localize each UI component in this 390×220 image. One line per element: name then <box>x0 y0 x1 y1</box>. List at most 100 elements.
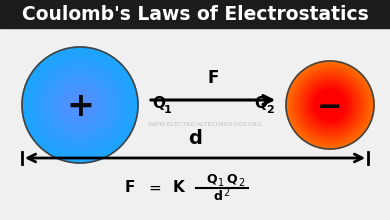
Circle shape <box>61 86 99 124</box>
Circle shape <box>64 89 96 121</box>
Circle shape <box>312 87 347 123</box>
Circle shape <box>72 97 88 113</box>
Circle shape <box>303 78 357 132</box>
Circle shape <box>316 90 345 120</box>
Circle shape <box>329 104 331 106</box>
Circle shape <box>43 68 117 142</box>
Text: K: K <box>172 180 184 196</box>
Circle shape <box>67 92 92 117</box>
Circle shape <box>35 60 126 150</box>
Circle shape <box>64 90 96 121</box>
Circle shape <box>300 75 360 135</box>
Circle shape <box>39 64 121 146</box>
Circle shape <box>22 47 138 163</box>
Circle shape <box>292 68 367 142</box>
Circle shape <box>321 95 340 115</box>
Circle shape <box>78 103 82 107</box>
Circle shape <box>302 77 358 133</box>
Circle shape <box>44 69 116 141</box>
Circle shape <box>328 104 332 106</box>
Circle shape <box>303 79 356 131</box>
Circle shape <box>322 97 338 113</box>
Circle shape <box>46 71 114 139</box>
Circle shape <box>37 62 124 148</box>
Circle shape <box>52 77 108 133</box>
Text: 2: 2 <box>223 188 229 198</box>
Circle shape <box>69 94 90 116</box>
Circle shape <box>323 98 337 112</box>
Circle shape <box>25 50 135 160</box>
Circle shape <box>34 59 126 151</box>
Circle shape <box>287 62 373 148</box>
Circle shape <box>301 76 358 134</box>
Circle shape <box>48 73 112 137</box>
Circle shape <box>291 65 370 145</box>
Circle shape <box>297 72 363 138</box>
Text: 1: 1 <box>164 105 172 115</box>
Circle shape <box>68 94 92 117</box>
Text: Coulomb's Laws of Electrostatics: Coulomb's Laws of Electrostatics <box>21 4 369 24</box>
Circle shape <box>309 84 351 126</box>
Circle shape <box>296 71 365 139</box>
Circle shape <box>54 79 106 131</box>
Circle shape <box>327 102 333 108</box>
Circle shape <box>310 85 350 125</box>
Circle shape <box>328 103 332 107</box>
Text: Q: Q <box>254 97 267 112</box>
Circle shape <box>317 92 343 118</box>
Circle shape <box>41 66 119 144</box>
Text: F: F <box>125 180 135 196</box>
Circle shape <box>304 79 356 131</box>
Circle shape <box>290 65 370 145</box>
Circle shape <box>286 61 374 149</box>
Circle shape <box>321 96 339 114</box>
Circle shape <box>294 69 366 141</box>
Text: −: − <box>317 92 343 121</box>
Text: =: = <box>149 180 161 196</box>
Circle shape <box>295 70 365 140</box>
Circle shape <box>32 57 128 153</box>
Circle shape <box>53 78 107 132</box>
Text: 2: 2 <box>238 178 244 188</box>
Text: F: F <box>207 69 219 87</box>
Circle shape <box>77 102 83 108</box>
Circle shape <box>62 87 98 123</box>
Text: +: + <box>66 90 94 123</box>
Text: Q: Q <box>152 97 165 112</box>
Bar <box>0 0 390 28</box>
Circle shape <box>23 48 137 162</box>
Circle shape <box>45 70 115 140</box>
Circle shape <box>296 71 364 139</box>
Circle shape <box>39 63 122 147</box>
Circle shape <box>26 51 134 159</box>
Circle shape <box>301 76 359 134</box>
Text: Q: Q <box>207 172 217 185</box>
Circle shape <box>70 95 90 115</box>
Circle shape <box>73 98 87 112</box>
Circle shape <box>298 73 362 137</box>
Circle shape <box>42 67 118 143</box>
Circle shape <box>313 88 347 122</box>
Circle shape <box>50 75 110 135</box>
Circle shape <box>27 52 133 158</box>
Circle shape <box>79 104 81 106</box>
Text: d: d <box>188 129 202 148</box>
Circle shape <box>298 73 362 137</box>
Circle shape <box>28 53 132 157</box>
Circle shape <box>47 72 113 138</box>
Circle shape <box>33 58 128 152</box>
Circle shape <box>307 82 353 128</box>
Circle shape <box>323 98 337 112</box>
Circle shape <box>288 63 372 147</box>
Circle shape <box>49 74 111 136</box>
Circle shape <box>29 54 131 156</box>
Circle shape <box>310 84 351 126</box>
Circle shape <box>316 91 344 119</box>
Circle shape <box>41 65 120 145</box>
Circle shape <box>55 80 105 130</box>
Circle shape <box>71 96 89 114</box>
Circle shape <box>311 86 349 124</box>
Circle shape <box>317 93 342 117</box>
Circle shape <box>30 55 130 155</box>
Text: Q: Q <box>227 172 237 185</box>
